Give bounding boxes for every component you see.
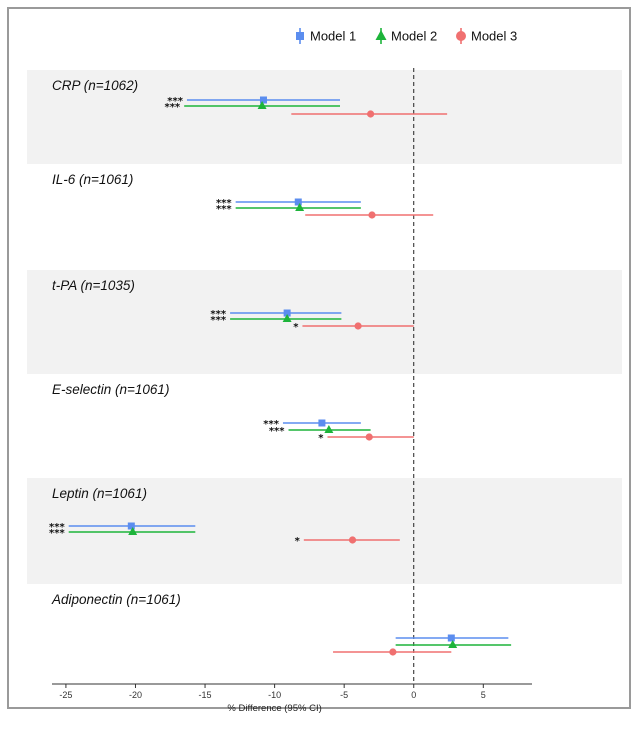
point-estimate-triangle [282, 314, 292, 322]
point-estimate-triangle [257, 101, 267, 109]
ci-row-model-3: * [295, 536, 400, 547]
ci-row-model-2: *** [49, 527, 196, 539]
panel-title: E-selectin (n=1061) [52, 382, 169, 397]
legend: Model 1 Model 2 Model 3 [296, 28, 517, 44]
significance-marker: *** [49, 522, 65, 533]
x-tick-label: -15 [199, 690, 212, 700]
ci-row-model-3 [291, 110, 448, 118]
significance-marker: *** [49, 528, 65, 539]
point-estimate-circle [365, 433, 373, 441]
ci-row-model-1: *** [167, 96, 340, 107]
point-estimate-square [318, 419, 326, 427]
panel-title: t-PA (n=1035) [52, 278, 135, 293]
x-tick-label: -25 [59, 690, 72, 700]
point-estimate-triangle [295, 203, 305, 211]
point-estimate-circle [367, 110, 375, 118]
ci-row-model-1: *** [216, 198, 361, 209]
significance-marker: *** [216, 198, 232, 209]
x-tick-label: -10 [268, 690, 281, 700]
ci-row-model-2: *** [164, 101, 340, 113]
point-estimate-square [447, 634, 455, 642]
x-tick-label: 5 [481, 690, 486, 700]
significance-marker: *** [210, 309, 226, 320]
panel-background [27, 270, 622, 374]
significance-marker: *** [263, 419, 279, 430]
legend-circle-marker [456, 31, 466, 41]
legend-item-model-3: Model 3 [456, 28, 517, 44]
legend-triangle-marker [375, 30, 387, 40]
ci-row-model-1 [395, 634, 509, 642]
panels-layer: CRP (n=1062) IL-6 (n=1061) t-PA (n=1035) E-… [27, 70, 622, 607]
significance-marker: *** [167, 96, 183, 107]
panel-title: IL-6 (n=1061) [52, 172, 133, 187]
significance-marker: *** [164, 102, 180, 113]
ci-row-model-3 [305, 211, 434, 219]
point-estimate-circle [348, 536, 357, 544]
ci-row-model-3: * [318, 433, 414, 444]
x-tick-label: -5 [340, 690, 348, 700]
significance-marker: * [318, 433, 324, 444]
ci-row-model-2: *** [210, 314, 342, 326]
significance-marker: *** [210, 315, 226, 326]
point-estimate-square [127, 522, 135, 530]
legend-label: Model 3 [471, 29, 517, 44]
x-axis-title: % Difference (95% CI) [227, 703, 321, 714]
panel-title: Adiponectin (n=1061) [51, 592, 181, 607]
point-estimate-circle [368, 211, 376, 219]
point-estimate-triangle [128, 527, 138, 535]
legend-label: Model 2 [391, 29, 437, 44]
x-tick-label: 0 [411, 690, 416, 700]
legend-item-model-2: Model 2 [375, 28, 437, 44]
marks-layer: ********************************* [49, 68, 512, 684]
significance-marker: * [293, 322, 299, 333]
point-estimate-square [259, 96, 267, 104]
x-tick-label: -20 [129, 690, 142, 700]
panel-title: Leptin (n=1061) [52, 486, 147, 501]
ci-row-model-2 [395, 640, 512, 648]
significance-marker: *** [216, 204, 232, 215]
ci-row-model-3 [333, 648, 452, 656]
ci-row-model-1: *** [263, 419, 361, 430]
significance-marker: *** [269, 426, 285, 437]
panel-title: CRP (n=1062) [52, 78, 138, 93]
x-axis: -25 -20 -15 -10 -5 0 5 % Difference (95% CI) [52, 683, 532, 714]
ci-row-model-2: *** [216, 203, 361, 215]
legend-label: Model 1 [310, 29, 356, 44]
point-estimate-square [283, 309, 291, 317]
ci-row-model-3: * [293, 322, 414, 333]
ci-row-model-2: *** [269, 425, 371, 437]
point-estimate-circle [354, 322, 362, 330]
panel-background [27, 478, 622, 584]
point-estimate-triangle [448, 640, 458, 648]
panel-background [27, 70, 622, 164]
point-estimate-triangle [324, 425, 334, 433]
ci-row-model-1: *** [49, 522, 196, 533]
legend-item-model-1: Model 1 [296, 28, 356, 44]
point-estimate-square [294, 198, 302, 206]
significance-marker: * [295, 536, 301, 547]
ci-row-model-1: *** [210, 309, 342, 320]
point-estimate-circle [389, 648, 397, 656]
legend-square-marker [296, 32, 304, 40]
